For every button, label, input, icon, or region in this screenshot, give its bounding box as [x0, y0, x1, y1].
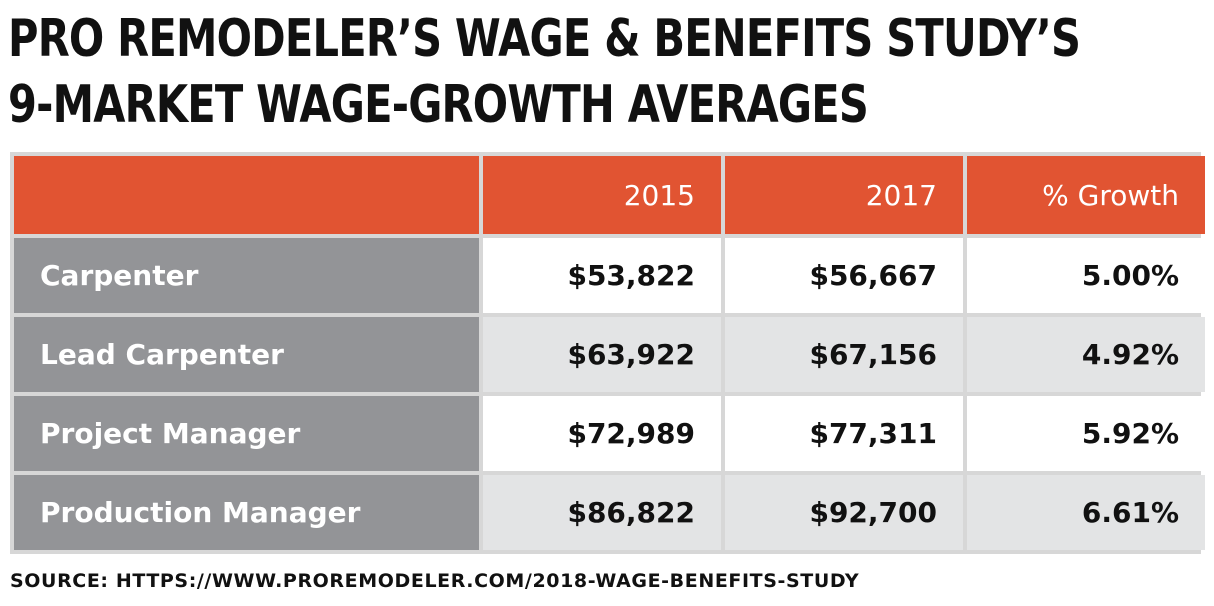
table-row: Project Manager $72,989 $77,311 5.92% [14, 396, 1205, 471]
source-note: SOURCE: HTTPS://WWW.PROREMODELER.COM/201… [10, 570, 860, 592]
value-growth: 5.00% [967, 238, 1205, 313]
row-label: Production Manager [14, 475, 479, 550]
value-growth: 4.92% [967, 317, 1205, 392]
value-2017: $56,667 [725, 238, 963, 313]
value-2017: $67,156 [725, 317, 963, 392]
table-row: Lead Carpenter $63,922 $67,156 4.92% [14, 317, 1205, 392]
row-label: Carpenter [14, 238, 479, 313]
value-2017: $92,700 [725, 475, 963, 550]
value-2015: $86,822 [483, 475, 721, 550]
value-2017: $77,311 [725, 396, 963, 471]
header-2017: 2017 [725, 156, 963, 234]
chart-title-line-1: PRO REMODELER’S WAGE & BENEFITS STUDY’S [8, 9, 1081, 69]
row-label: Project Manager [14, 396, 479, 471]
value-2015: $63,922 [483, 317, 721, 392]
table-row: Production Manager $86,822 $92,700 6.61% [14, 475, 1205, 550]
header-2015: 2015 [483, 156, 721, 234]
table-header-row: 2015 2017 % Growth [14, 156, 1205, 234]
value-2015: $53,822 [483, 238, 721, 313]
value-2015: $72,989 [483, 396, 721, 471]
value-growth: 6.61% [967, 475, 1205, 550]
row-label: Lead Carpenter [14, 317, 479, 392]
wage-table: 2015 2017 % Growth Carpenter $53,822 $56… [10, 152, 1205, 554]
chart-title: PRO REMODELER’S WAGE & BENEFITS STUDY’S … [8, 6, 1081, 138]
chart-title-line-2: 9-MARKET WAGE-GROWTH AVERAGES [8, 75, 869, 135]
value-growth: 5.92% [967, 396, 1205, 471]
header-blank [14, 156, 479, 234]
header-growth: % Growth [967, 156, 1205, 234]
table-row: Carpenter $53,822 $56,667 5.00% [14, 238, 1205, 313]
